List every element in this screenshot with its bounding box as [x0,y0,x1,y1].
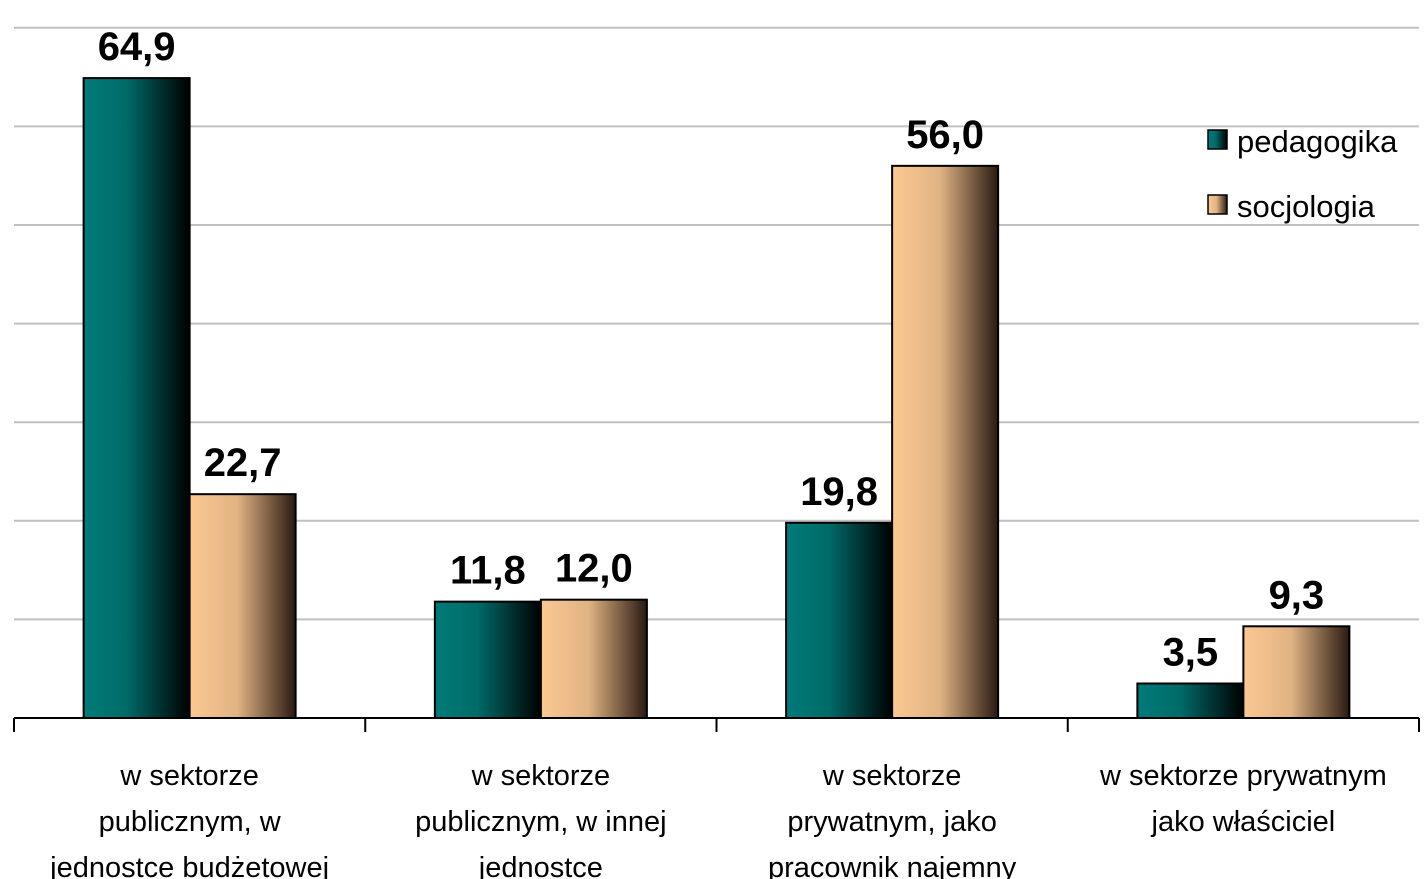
bar-pedagogika [82,77,191,719]
data-label: 3,5 [1163,630,1219,674]
bar-socjologia [539,598,648,719]
bar-pedagogika [785,521,894,719]
bar-pedagogika [1136,682,1245,719]
category-label: pracownik najemny [768,852,1017,879]
data-label: 11,8 [450,549,526,593]
legend: pedagogika socjologia [1207,124,1398,224]
category-label: w sektorze [471,760,611,792]
category-label: jednostce budżetowej [49,852,329,879]
legend-label-pedagogika: pedagogika [1237,124,1398,159]
legend-swatch-pedagogika [1207,129,1228,150]
legend-label-socjologia: socjologia [1237,189,1376,224]
bar-socjologia [891,164,1000,719]
category-label: jako właściciel [1151,806,1336,838]
category-label: w sektorze [119,760,259,792]
data-label: 56,0 [906,113,984,157]
data-labels: 64,9 11,8 19,8 3,5 22,7 12,0 56,0 9,3 [98,25,1324,674]
category-label: prywatnym, jako [787,806,997,838]
data-label: 22,7 [204,441,282,485]
x-axis: w sektorze publicznym, w jednostce budżeto… [13,717,1420,879]
bar-pedagogika [433,600,542,719]
bar-socjologia [188,493,297,720]
legend-swatch-socjologia [1207,194,1228,215]
category-label: publicznym, w [99,806,282,838]
bars [82,77,1351,720]
category-label: w sektorze [822,760,962,792]
bar-socjologia [1242,625,1351,719]
data-label: 19,8 [800,470,878,514]
category-label: publicznym, w innej [415,806,666,838]
category-label: jednostce [478,852,603,879]
data-label: 64,9 [98,25,176,69]
data-label: 12,0 [555,547,633,591]
category-label: w sektorze prywatnym [1099,760,1387,792]
data-label: 9,3 [1269,573,1325,617]
